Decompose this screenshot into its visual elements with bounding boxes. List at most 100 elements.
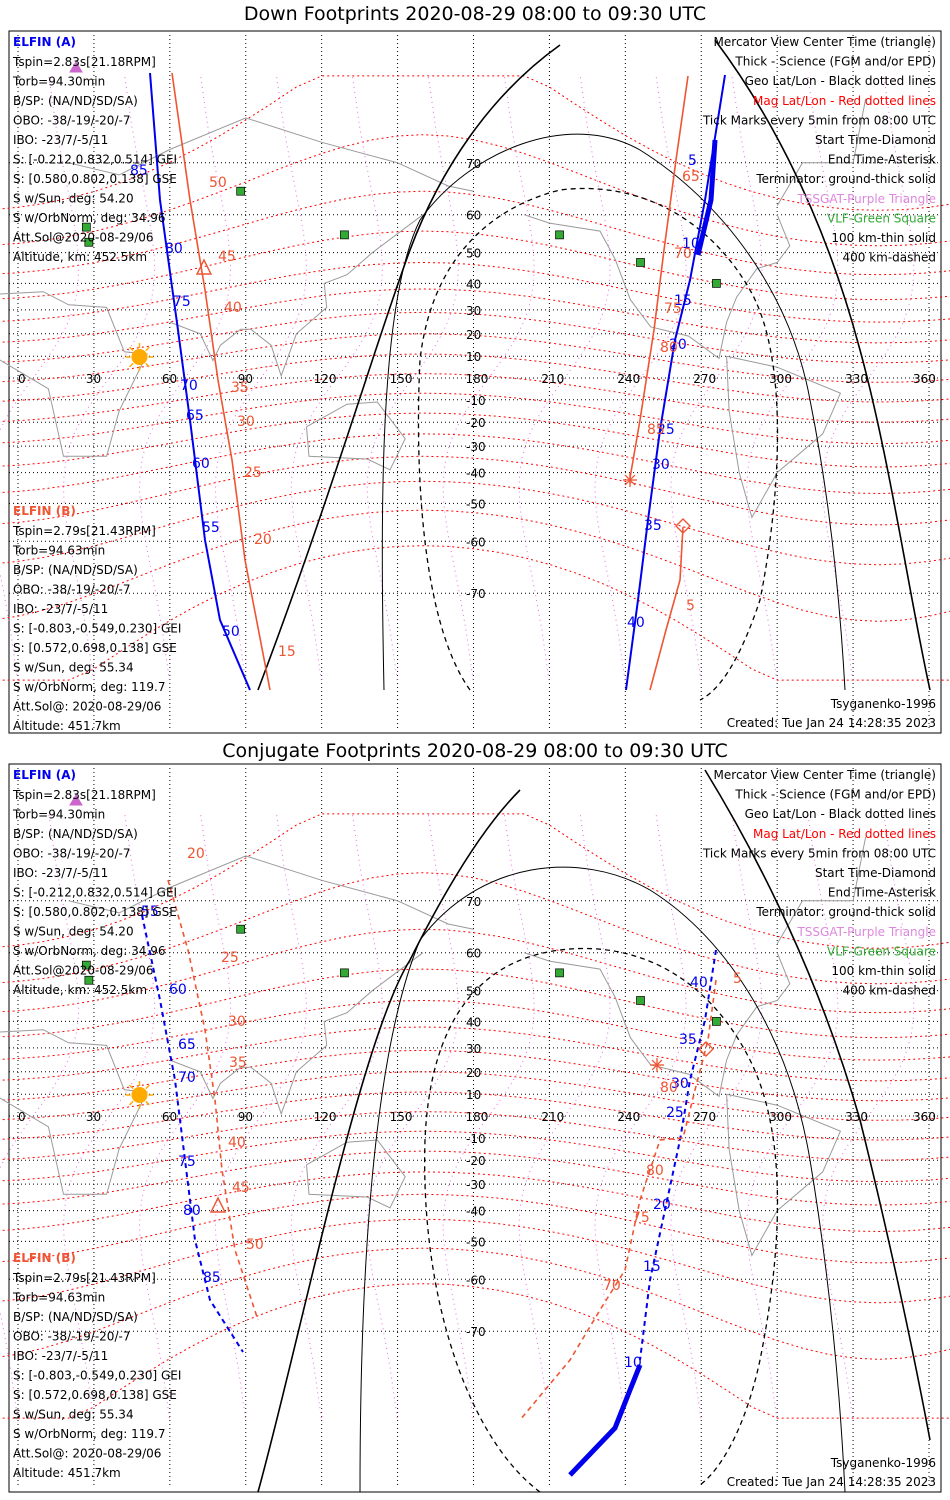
elfin-b-tick-label: 45 bbox=[218, 249, 236, 265]
elfin-a-tick-label: 35 bbox=[679, 1032, 697, 1048]
elfin-a-info-line: IBO: -23/7/-5/11 bbox=[13, 133, 108, 147]
lat-tick-label: 40 bbox=[466, 277, 481, 291]
elfin-a-tick-label: 40 bbox=[690, 975, 708, 991]
elfin-b-tick-label: 35 bbox=[229, 1055, 247, 1071]
elfin-a-tick-label: 75 bbox=[178, 1154, 196, 1170]
elfin-b-info: ELFIN (B) Tspin=2.79s[21.43RPM] Torb=94.63… bbox=[12, 504, 181, 733]
elfin-a-track-west bbox=[141, 914, 244, 1353]
vlf-green-square bbox=[636, 996, 645, 1005]
elfin-a-header: ELFIN (A) bbox=[13, 35, 76, 49]
elfin-b-tick-label: 80 bbox=[660, 340, 678, 356]
vlf-green-square bbox=[84, 975, 94, 985]
vlf-green-square bbox=[84, 237, 94, 247]
geo-grid bbox=[9, 35, 941, 730]
mag-parallel bbox=[0, 928, 950, 1014]
legend-entry: Mag Lat/Lon - Red dotted lines bbox=[753, 827, 936, 841]
elfin-b-tick-label: 80 bbox=[660, 1080, 678, 1096]
mag-parallel bbox=[0, 480, 950, 566]
lon-tick-label: 120 bbox=[314, 372, 337, 386]
track-tick-labels: 55 60 65 70 75 80 85 40 35 30 25 20 15 10 20 25 30 35 40 45… bbox=[141, 846, 742, 1371]
lon-tick-label: 300 bbox=[769, 372, 792, 386]
sun-icon bbox=[125, 1081, 154, 1109]
lon-tick-label: 330 bbox=[845, 1110, 868, 1124]
legend-entry: VLF-Green Square bbox=[827, 944, 936, 958]
mag-parallel bbox=[0, 1283, 950, 1419]
elfin-b-track-east bbox=[629, 75, 689, 479]
mag-parallel bbox=[0, 545, 950, 681]
elfin-a-info-line: S w/Sun, deg: 54.20 bbox=[13, 192, 134, 206]
vlf-green-square bbox=[81, 222, 91, 232]
elfin-a-tick-label: 10 bbox=[624, 1355, 642, 1371]
mag-parallel bbox=[0, 433, 950, 495]
lon-tick-label: 360 bbox=[913, 1110, 936, 1124]
lat-tick-label: -60 bbox=[466, 1273, 486, 1287]
mag-parallel bbox=[0, 75, 950, 211]
elfin-a-tick-label: 15 bbox=[643, 1259, 661, 1275]
lon-tick-label: 270 bbox=[693, 1110, 716, 1124]
lon-tick-label: 180 bbox=[466, 1110, 489, 1124]
terminator-ground-east bbox=[704, 769, 931, 1441]
lat-tick-label: -70 bbox=[466, 1325, 486, 1339]
lat-tick-label: -40 bbox=[466, 1205, 486, 1219]
elfin-a-info: ELFIN (A) Tspin=2.83s[21.18RPM] Torb=94.30… bbox=[12, 768, 177, 997]
coastline bbox=[726, 355, 842, 519]
axis-labels: 0 30 60 90 120 150 180 210 240 270 300 330 360706050… bbox=[18, 157, 936, 601]
coastline bbox=[0, 1029, 148, 1195]
legend-entry: 400 km-dashed bbox=[842, 984, 936, 998]
elfin-a-info-line: S: [-0.212,0.832,0.514] GEI bbox=[13, 153, 177, 167]
elfin-b-info-line: B/SP: (NA/ND/SD/SA) bbox=[13, 563, 138, 577]
vlf-green-square bbox=[555, 968, 564, 978]
vlf-green-square bbox=[712, 1017, 721, 1026]
map-panel-conjugate: 0 30 60 90 120 150 180 210 240 270 300 330 360 70 60 50… bbox=[0, 763, 950, 1493]
elfin-a-tick-label: 60 bbox=[169, 982, 187, 998]
elfin-a-info-line: OBO: -38/-19/-20/-7 bbox=[13, 847, 130, 861]
axis-labels: 0 30 60 90 120 150 180 210 240 270 300 330 360706050… bbox=[18, 895, 936, 1339]
coastline bbox=[169, 952, 424, 1116]
elfin-b-info-line: S w/Sun, deg: 55.34 bbox=[13, 661, 134, 675]
elfin-a-tick-label: 25 bbox=[657, 422, 675, 438]
elfin-b-info-line: IBO: -23/7/-5/11 bbox=[13, 602, 108, 616]
elfin-a-info-line: B/SP: (NA/ND/SD/SA) bbox=[13, 827, 138, 841]
lat-tick-label: -60 bbox=[466, 535, 486, 549]
lon-tick-label: 150 bbox=[390, 372, 413, 386]
lat-tick-label: -10 bbox=[466, 1132, 486, 1146]
elfin-a-info-line: S: [-0.212,0.832,0.514] GEI bbox=[13, 886, 177, 900]
sun-disk bbox=[131, 349, 148, 365]
lat-tick-label: -20 bbox=[466, 416, 486, 430]
elfin-a-tick-label: 20 bbox=[653, 1197, 671, 1213]
legend-entry: 100 km-thin solid bbox=[831, 964, 936, 978]
mag-parallel bbox=[0, 311, 950, 364]
elfin-b-info-line: Tspin=2.79s[21.43RPM] bbox=[12, 524, 156, 538]
start-time-diamond bbox=[675, 518, 691, 534]
elfin-a-info-line: Altitude, km: 452.5km bbox=[13, 983, 147, 997]
sun-disk bbox=[131, 1087, 148, 1103]
elfin-a-info-line: Altitude, km: 452.5km bbox=[13, 250, 147, 264]
sun-icon bbox=[125, 343, 154, 371]
elfin-b-info-line: Att.Sol@: 2020-08-29/06 bbox=[13, 700, 161, 714]
legend-entry: Start Time-Diamond bbox=[815, 866, 936, 880]
mag-parallel bbox=[0, 1150, 950, 1206]
elfin-a-info-line: Att.Sol@2020-08-29/06 bbox=[13, 964, 154, 978]
mag-parallel bbox=[0, 1171, 950, 1233]
elfin-b-tick-label: 35 bbox=[231, 380, 249, 396]
elfin-a-info-line: Att.Sol@2020-08-29/06 bbox=[13, 231, 154, 245]
legend-entry: TSSGAT-Purple Triangle bbox=[796, 192, 936, 206]
terminator-400km bbox=[424, 947, 779, 1493]
elfin-a-info-line: Tspin=2.83s[21.18RPM] bbox=[12, 55, 156, 69]
lat-tick-label: -20 bbox=[466, 1154, 486, 1168]
tssgat-purple-triangle bbox=[69, 794, 83, 806]
elfin-b-header: ELFIN (B) bbox=[13, 504, 76, 518]
elfin-a-tick-label: 80 bbox=[183, 1203, 201, 1219]
legend-entry: Start Time-Diamond bbox=[815, 133, 936, 147]
lon-tick-label: 240 bbox=[617, 1110, 640, 1124]
elfin-b-tick-label: 40 bbox=[228, 1135, 246, 1151]
lat-tick-label: 50 bbox=[466, 247, 481, 261]
elfin-b-info-line: Torb=94.63min bbox=[12, 544, 105, 558]
elfin-a-info-line: B/SP: (NA/ND/SD/SA) bbox=[13, 94, 138, 108]
coastline bbox=[306, 1139, 406, 1209]
vlf-green-square bbox=[712, 279, 721, 288]
lat-tick-label: -10 bbox=[466, 394, 486, 408]
elfin-b-info-line: S w/Sun, deg: 55.34 bbox=[13, 1408, 134, 1422]
terminator-100km bbox=[359, 866, 846, 1493]
sun-ray bbox=[129, 362, 134, 368]
